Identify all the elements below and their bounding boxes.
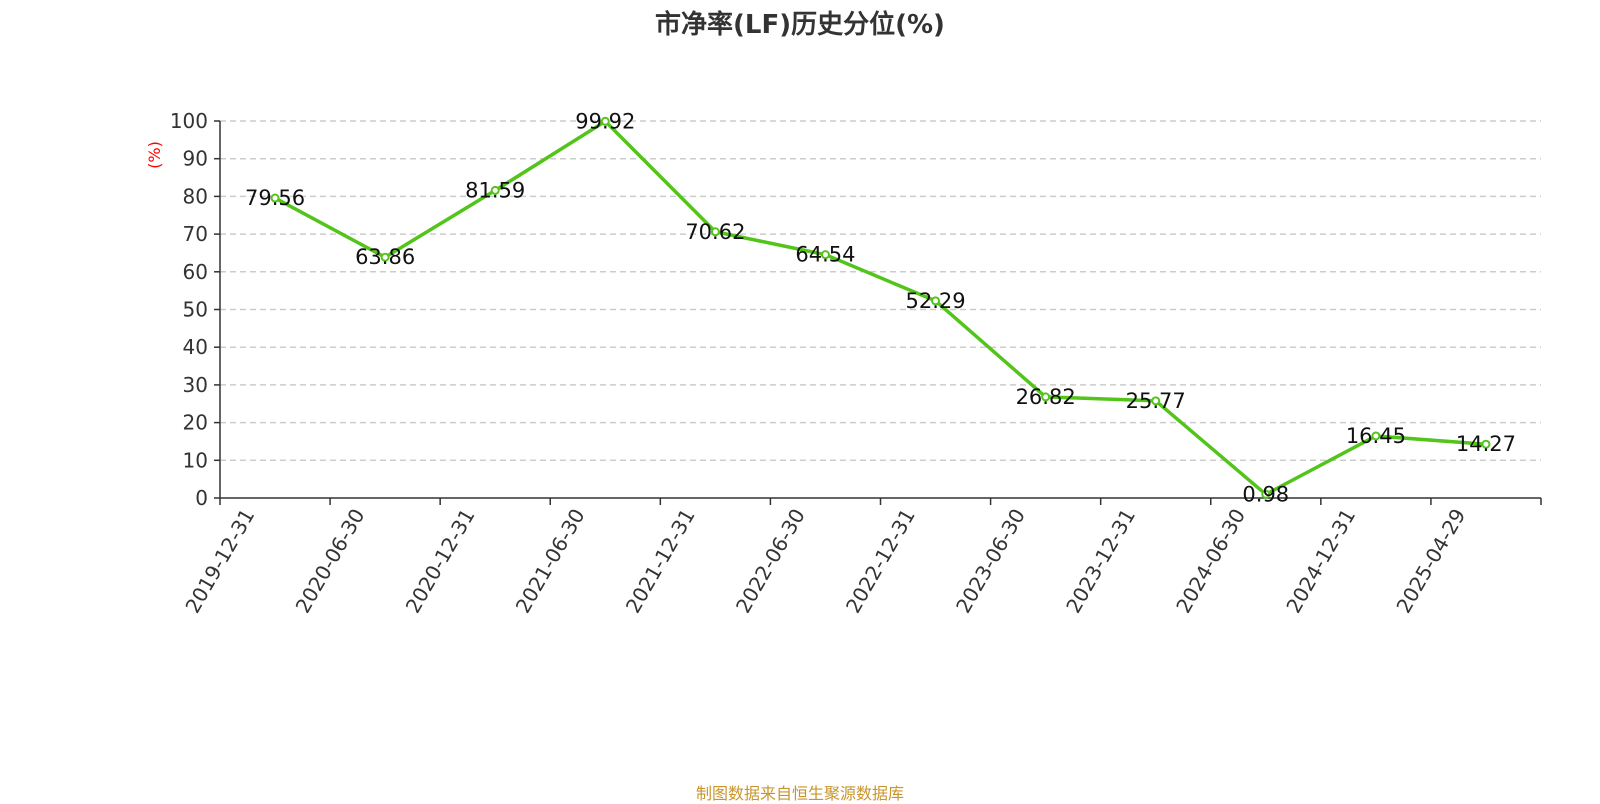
x-tick-label: 2024-06-30: [1171, 505, 1250, 618]
x-tick-label: 2025-04-29: [1391, 505, 1470, 618]
chart-title: 市净率(LF)历史分位(%): [655, 10, 945, 40]
y-tick-label: 100: [170, 109, 208, 133]
data-point: [710, 227, 720, 237]
x-tick-label: 2020-12-31: [401, 505, 480, 618]
data-point: [380, 252, 390, 262]
data-point: [820, 250, 830, 260]
data-label: 0.98: [1242, 482, 1289, 506]
x-tick-label: 2021-12-31: [621, 505, 700, 618]
data-point: [1151, 396, 1161, 406]
y-tick-label: 0: [195, 486, 208, 510]
series: [270, 116, 1491, 499]
x-tick-label: 2021-06-30: [511, 505, 590, 618]
data-labels: 79.56 63.86 81.59 99.92 70.62 64.54 52.29 26.82…: [245, 109, 1516, 506]
data-label: 79.56: [245, 186, 305, 210]
y-tick-label: 70: [183, 222, 208, 246]
y-axis-unit-label: (%): [145, 141, 164, 169]
y-tick-label: 20: [183, 411, 208, 435]
axes: 0 10 20 30 40 50 60 70 80 90 100 2019-12-31 2020-06-…: [170, 109, 1542, 618]
data-point: [931, 296, 941, 306]
data-point: [1481, 439, 1491, 449]
data-label: 99.92: [575, 109, 635, 133]
data-label: 70.62: [685, 220, 745, 244]
y-tick-label: 60: [183, 260, 208, 284]
data-label: 64.54: [795, 243, 855, 267]
y-tick-label: 50: [183, 298, 208, 322]
data-point: [1371, 431, 1381, 441]
y-tick-label: 10: [183, 448, 208, 472]
data-label: 52.29: [905, 289, 965, 313]
y-tick-label: 40: [183, 335, 208, 359]
x-tick-label: 2022-12-31: [841, 505, 920, 618]
x-tick-label: 2024-12-31: [1281, 505, 1360, 618]
x-tick-label: 2019-12-31: [180, 505, 259, 618]
y-tick-label: 90: [183, 147, 208, 171]
data-label: 16.45: [1346, 424, 1406, 448]
data-point: [1041, 392, 1051, 402]
data-label: 14.27: [1456, 432, 1516, 456]
data-label: 81.59: [465, 178, 525, 202]
data-label: 63.86: [355, 245, 415, 269]
y-tick-label: 80: [183, 184, 208, 208]
data-label: 25.77: [1126, 389, 1186, 413]
data-point: [1261, 489, 1271, 499]
x-tick-label: 2020-06-30: [291, 505, 370, 618]
series-line: [274, 119, 1487, 497]
data-point: [490, 185, 500, 195]
x-tick-label: 2023-12-31: [1061, 505, 1140, 618]
source-note: 制图数据来自恒生聚源数据库: [695, 784, 904, 803]
data-point: [270, 193, 280, 203]
y-tick-label: 30: [183, 373, 208, 397]
data-point: [600, 116, 610, 126]
data-label: 26.82: [1016, 385, 1076, 409]
x-tick-label: 2023-06-30: [951, 505, 1030, 618]
x-tick-label: 2022-06-30: [731, 505, 810, 618]
gridlines: [220, 120, 1541, 462]
